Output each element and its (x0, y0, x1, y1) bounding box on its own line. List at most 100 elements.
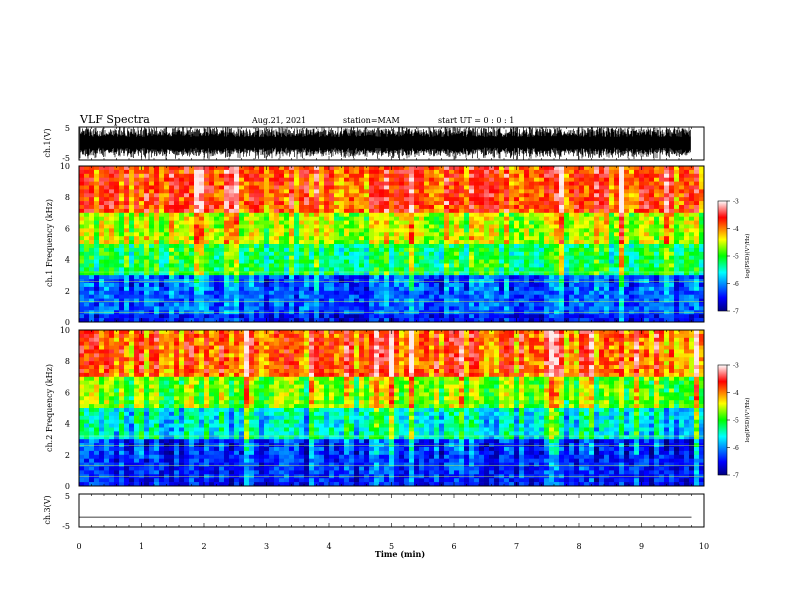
spectrogram-cell (664, 240, 670, 245)
spectrogram-cell (459, 173, 465, 178)
spectrogram-cell (414, 216, 420, 221)
spectrogram-cell (334, 173, 340, 178)
spectrogram-cell (529, 220, 535, 225)
spectrogram-cell (424, 298, 430, 303)
spectrogram-cell (529, 271, 535, 276)
spectrogram-cell (384, 294, 390, 299)
spectrogram-cell (609, 247, 615, 253)
spectrogram-cell (279, 271, 285, 276)
spectrogram-cell (359, 173, 365, 178)
spectrogram-cell (559, 294, 565, 299)
spectrogram-cell (534, 244, 540, 249)
spectrogram-cell (484, 290, 490, 295)
spectrogram-cell (124, 275, 130, 280)
spectrogram-cell (364, 271, 370, 276)
spectrogram-cell (239, 181, 245, 186)
spectrogram-cell (399, 298, 405, 303)
spectrogram-cell (419, 298, 425, 303)
spectrogram-cell (279, 173, 285, 178)
spectrogram-cell (259, 290, 265, 295)
spectrogram-cell (644, 216, 650, 221)
spectrogram-cell (629, 290, 635, 295)
spectrogram-cell (224, 166, 230, 171)
spectrogram-cell (244, 185, 250, 190)
spectrogram-cell (514, 181, 520, 186)
spectrogram-cell (184, 267, 190, 272)
spectrogram-cell (629, 236, 635, 241)
spectrogram-cell (199, 263, 205, 268)
spectrogram-cell (584, 267, 590, 272)
spectrogram-cell (444, 185, 450, 190)
spectrogram-cell (654, 169, 660, 175)
spectrogram-cell (384, 263, 390, 268)
spectrogram-cell (409, 197, 415, 202)
spectrogram-cell (224, 275, 230, 280)
spectrogram-cell (644, 306, 650, 311)
spectrogram-cell (399, 306, 405, 311)
spectrogram-cell (584, 275, 590, 280)
spectrogram-cell (569, 216, 575, 221)
spectrogram-cell (79, 166, 85, 171)
spectrogram-cell (389, 224, 395, 229)
spectrogram-cell (374, 290, 380, 295)
spectrogram-cell (569, 267, 575, 272)
spectrogram-cell (424, 236, 430, 241)
spectrogram-cell (334, 247, 340, 253)
spectrogram-cell (624, 212, 630, 217)
spectrogram-cell (299, 232, 305, 237)
spectrogram-cell (129, 224, 135, 229)
spectrogram-cell (579, 224, 585, 229)
spectrogram-cell (109, 318, 115, 323)
spectrogram-cell (464, 290, 470, 295)
spectrogram-cell (324, 185, 330, 190)
spectrogram-cell (314, 232, 320, 237)
spectrogram-cell (444, 240, 450, 245)
spectrogram-cell (464, 201, 470, 206)
spectrogram-cell (529, 189, 535, 194)
spectrogram-cell (659, 306, 665, 311)
spectrogram-cell (659, 205, 665, 210)
spectrogram-cell (179, 205, 185, 210)
spectrogram-cell (649, 306, 655, 311)
spectrogram-cell (174, 314, 180, 319)
spectrogram-cell (209, 232, 215, 237)
spectrogram-cell (404, 181, 410, 186)
spectrogram-cell (349, 224, 355, 229)
spectrogram-cell (289, 294, 295, 299)
spectrogram-cell (659, 255, 665, 260)
spectrogram-cell (544, 267, 550, 272)
spectrogram-cell (654, 177, 660, 182)
spectrogram-cell (304, 267, 310, 272)
spectrogram-cell (484, 177, 490, 182)
spectrogram-cell (364, 236, 370, 241)
spectrogram-cell (114, 216, 120, 221)
spectrogram-cell (644, 259, 650, 264)
spectrogram-cell (149, 201, 155, 206)
spectrogram-cell (159, 177, 165, 182)
spectrogram-cell (114, 247, 120, 253)
spectrogram-cell (519, 290, 525, 295)
spectrogram-cell (524, 205, 530, 210)
spectrogram-cell (414, 224, 420, 229)
spectrogram-cell (79, 240, 85, 245)
spectrogram-cell (649, 193, 655, 198)
spectrogram-cell (364, 166, 370, 171)
spectrogram-cell (214, 216, 220, 221)
spectrogram-cell (559, 232, 565, 237)
spectrogram-cell (144, 236, 150, 241)
spectrogram-cell (124, 166, 130, 171)
spectrogram-cell (464, 271, 470, 276)
spectrogram-cell (164, 220, 170, 225)
spectrogram-cell (664, 201, 670, 206)
spectrogram-cell (529, 290, 535, 295)
spectrogram-cell (514, 228, 520, 233)
spectrogram-cell (344, 232, 350, 237)
spectrogram-cell (264, 283, 270, 288)
spectrogram-cell (294, 193, 300, 198)
spectrogram-cell (584, 271, 590, 276)
spectrogram-cell (424, 240, 430, 245)
spectrogram-cell (154, 177, 160, 182)
spectrogram-cell (634, 240, 640, 245)
spectrogram-cell (444, 247, 450, 253)
spectrogram-cell (279, 232, 285, 237)
